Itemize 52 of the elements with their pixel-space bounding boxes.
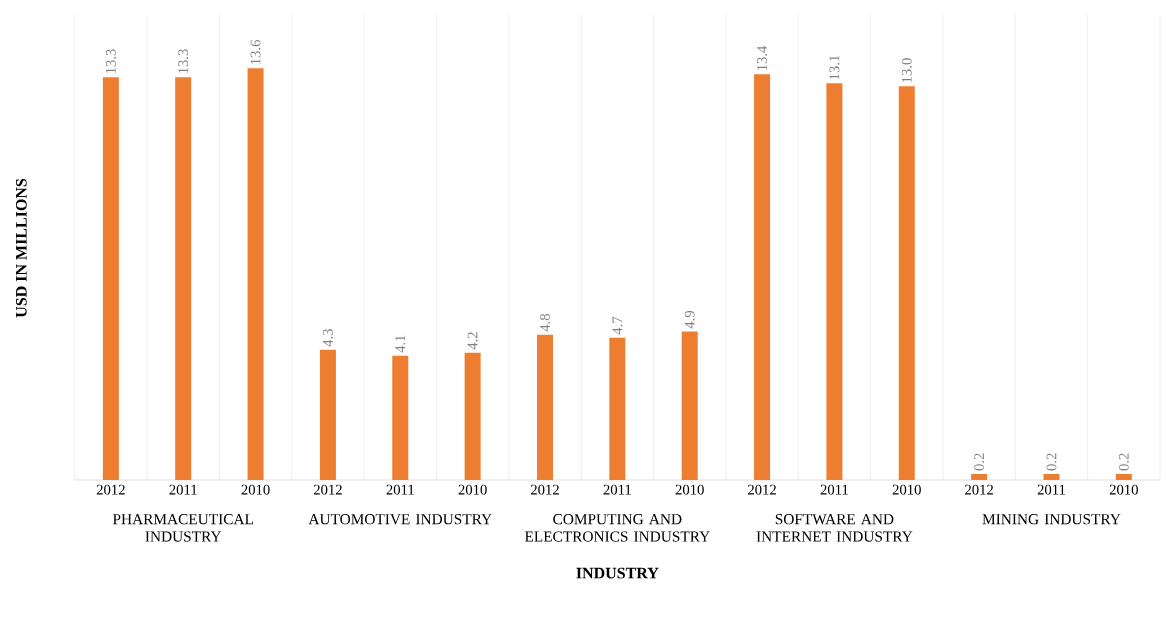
data-label: 0.2 bbox=[1118, 453, 1129, 471]
bar bbox=[102, 77, 119, 481]
text: AUTOMOTIVE INDUSTRY bbox=[308, 514, 492, 525]
x-tick-label: 2012 bbox=[96, 484, 125, 495]
data-label: 13.4 bbox=[757, 46, 768, 71]
bar bbox=[971, 474, 988, 481]
bar bbox=[754, 74, 771, 481]
data-label: 4.7 bbox=[612, 317, 623, 335]
data-label: 4.9 bbox=[684, 311, 695, 329]
data-label: 4.1 bbox=[395, 335, 406, 353]
x-tick-label: 2011 bbox=[169, 484, 197, 495]
x-tick-label: 2010 bbox=[241, 484, 270, 495]
x-tick-label: 2011 bbox=[1037, 484, 1065, 495]
x-tick-label: 2010 bbox=[1109, 484, 1138, 495]
data-label: 4.2 bbox=[467, 332, 478, 350]
x-tick-label: 2012 bbox=[313, 484, 342, 495]
x-tick-label: 2011 bbox=[820, 484, 848, 495]
data-label: 4.3 bbox=[322, 329, 333, 347]
data-label: 4.8 bbox=[540, 314, 550, 332]
data-label: 13.6 bbox=[250, 40, 261, 65]
bar bbox=[464, 352, 481, 481]
x-tick-label: 2012 bbox=[965, 484, 993, 495]
text: PHARMACEUTICAL INDUSTRY bbox=[112, 514, 253, 542]
bar bbox=[319, 349, 336, 481]
x-tick-label: 2012 bbox=[748, 484, 776, 495]
bar bbox=[392, 356, 409, 481]
x-tick-label: 2010 bbox=[892, 484, 921, 495]
data-label: 13.3 bbox=[105, 49, 116, 74]
bar bbox=[1115, 474, 1132, 481]
x-axis-title: INDUSTRY bbox=[576, 567, 659, 579]
x-tick-label: 2012 bbox=[530, 484, 559, 495]
x-tick-label: 2011 bbox=[603, 484, 631, 495]
data-label: 0.2 bbox=[1046, 453, 1057, 471]
bar bbox=[898, 86, 915, 481]
x-tick-label: 2010 bbox=[675, 484, 704, 495]
data-label: 0.2 bbox=[974, 453, 985, 471]
bar bbox=[609, 337, 626, 481]
data-label: 13.0 bbox=[901, 58, 912, 83]
data-label: 13.3 bbox=[178, 49, 189, 74]
bar bbox=[826, 83, 843, 481]
text: COMPUTING AND ELECTRONICS INDUSTRY bbox=[524, 514, 710, 542]
bar bbox=[175, 77, 192, 481]
bar bbox=[247, 68, 264, 481]
x-tick-label: 2010 bbox=[458, 484, 487, 495]
x-tick-label: 2011 bbox=[386, 484, 414, 495]
data-label: 13.1 bbox=[829, 55, 840, 80]
y-axis-title: USD IN MILLIONS bbox=[15, 179, 27, 318]
bar bbox=[536, 334, 553, 481]
text: SOFTWARE AND INTERNET INDUSTRY bbox=[756, 514, 913, 542]
bar bbox=[681, 331, 698, 481]
bar bbox=[1043, 474, 1060, 481]
text: MINING INDUSTRY bbox=[982, 514, 1121, 525]
